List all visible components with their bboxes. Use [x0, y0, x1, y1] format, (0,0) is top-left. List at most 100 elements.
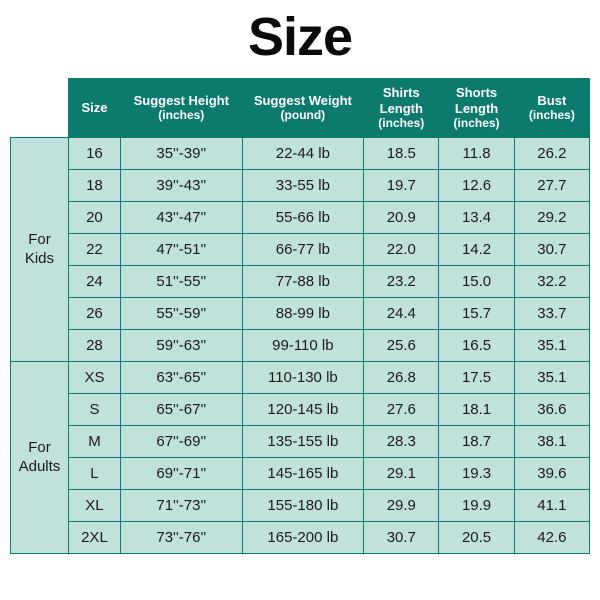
cell-shorts: 18.1 — [439, 393, 514, 425]
cell-weight: 88-99 lb — [242, 297, 364, 329]
cell-weight: 99-110 lb — [242, 329, 364, 361]
table-row: 2655''-59''88-99 lb24.415.733.7 — [11, 297, 590, 329]
cell-shirt: 27.6 — [364, 393, 439, 425]
cell-shirt: 29.9 — [364, 489, 439, 521]
cell-bust: 41.1 — [514, 489, 589, 521]
column-header: Size — [68, 79, 120, 138]
cell-weight: 135-155 lb — [242, 425, 364, 457]
table-row: M67''-69''135-155 lb28.318.738.1 — [11, 425, 590, 457]
column-header: Suggest Height(inches) — [121, 79, 243, 138]
cell-shorts: 15.0 — [439, 265, 514, 297]
cell-size: 16 — [68, 137, 120, 169]
cell-size: 22 — [68, 233, 120, 265]
cell-bust: 38.1 — [514, 425, 589, 457]
cell-shirt: 20.9 — [364, 201, 439, 233]
cell-weight: 77-88 lb — [242, 265, 364, 297]
cell-height: 65''-67'' — [121, 393, 243, 425]
cell-shorts: 11.8 — [439, 137, 514, 169]
cell-size: 2XL — [68, 521, 120, 553]
cell-size: 18 — [68, 169, 120, 201]
cell-shirt: 28.3 — [364, 425, 439, 457]
cell-shirt: 24.4 — [364, 297, 439, 329]
table-row: 1839''-43''33-55 lb19.712.627.7 — [11, 169, 590, 201]
page-title: Size — [10, 10, 590, 64]
cell-shirt: 26.8 — [364, 361, 439, 393]
cell-shorts: 15.7 — [439, 297, 514, 329]
cell-size: 26 — [68, 297, 120, 329]
cell-weight: 55-66 lb — [242, 201, 364, 233]
column-header-sub: (inches) — [366, 116, 436, 130]
cell-height: 73''-76'' — [121, 521, 243, 553]
cell-height: 63''-65'' — [121, 361, 243, 393]
cell-bust: 39.6 — [514, 457, 589, 489]
table-row: S65''-67''120-145 lb27.618.136.6 — [11, 393, 590, 425]
header-corner — [11, 79, 69, 138]
cell-shorts: 20.5 — [439, 521, 514, 553]
cell-size: 28 — [68, 329, 120, 361]
cell-height: 51''-55'' — [121, 265, 243, 297]
cell-bust: 29.2 — [514, 201, 589, 233]
cell-weight: 120-145 lb — [242, 393, 364, 425]
cell-shirt: 18.5 — [364, 137, 439, 169]
cell-shorts: 19.3 — [439, 457, 514, 489]
table-row: ForAdultsXS63''-65''110-130 lb26.817.535… — [11, 361, 590, 393]
cell-shirt: 23.2 — [364, 265, 439, 297]
cell-weight: 22-44 lb — [242, 137, 364, 169]
cell-bust: 27.7 — [514, 169, 589, 201]
category-label-line1: For — [13, 438, 66, 458]
table-row: 2451''-55''77-88 lb23.215.032.2 — [11, 265, 590, 297]
cell-size: L — [68, 457, 120, 489]
cell-shirt: 22.0 — [364, 233, 439, 265]
cell-bust: 26.2 — [514, 137, 589, 169]
column-header-sub: (pound) — [245, 108, 362, 122]
cell-height: 39''-43'' — [121, 169, 243, 201]
category-cell: ForAdults — [11, 361, 69, 553]
cell-shorts: 13.4 — [439, 201, 514, 233]
cell-height: 35''-39'' — [121, 137, 243, 169]
cell-weight: 110-130 lb — [242, 361, 364, 393]
column-header: Suggest Weight(pound) — [242, 79, 364, 138]
cell-weight: 155-180 lb — [242, 489, 364, 521]
cell-weight: 145-165 lb — [242, 457, 364, 489]
column-header-label: Bust — [537, 93, 566, 108]
table-row: ForKids1635''-39''22-44 lb18.511.826.2 — [11, 137, 590, 169]
table-row: L69''-71''145-165 lb29.119.339.6 — [11, 457, 590, 489]
cell-size: 24 — [68, 265, 120, 297]
cell-shorts: 17.5 — [439, 361, 514, 393]
column-header: Shirts Length(inches) — [364, 79, 439, 138]
cell-shorts: 19.9 — [439, 489, 514, 521]
cell-shorts: 14.2 — [439, 233, 514, 265]
cell-size: 20 — [68, 201, 120, 233]
cell-height: 67''-69'' — [121, 425, 243, 457]
cell-shirt: 25.6 — [364, 329, 439, 361]
cell-height: 47''-51'' — [121, 233, 243, 265]
cell-bust: 33.7 — [514, 297, 589, 329]
table-row: 2XL73''-76''165-200 lb30.720.542.6 — [11, 521, 590, 553]
cell-size: M — [68, 425, 120, 457]
category-cell: ForKids — [11, 137, 69, 361]
cell-height: 55''-59'' — [121, 297, 243, 329]
cell-bust: 35.1 — [514, 361, 589, 393]
column-header-sub: (inches) — [517, 108, 587, 122]
column-header-sub: (inches) — [441, 116, 511, 130]
table-row: 2043''-47''55-66 lb20.913.429.2 — [11, 201, 590, 233]
cell-bust: 35.1 — [514, 329, 589, 361]
cell-shorts: 16.5 — [439, 329, 514, 361]
cell-bust: 30.7 — [514, 233, 589, 265]
column-header: Bust(inches) — [514, 79, 589, 138]
cell-shirt: 19.7 — [364, 169, 439, 201]
column-header-label: Shirts Length — [380, 85, 423, 116]
cell-weight: 165-200 lb — [242, 521, 364, 553]
cell-height: 69''-71'' — [121, 457, 243, 489]
category-label-line2: Kids — [13, 249, 66, 269]
table-row: 2247''-51''66-77 lb22.014.230.7 — [11, 233, 590, 265]
cell-height: 43''-47'' — [121, 201, 243, 233]
cell-bust: 42.6 — [514, 521, 589, 553]
cell-weight: 66-77 lb — [242, 233, 364, 265]
cell-shirt: 29.1 — [364, 457, 439, 489]
column-header-label: Size — [81, 100, 107, 115]
cell-weight: 33-55 lb — [242, 169, 364, 201]
category-label-line1: For — [13, 230, 66, 250]
table-row: XL71''-73''155-180 lb29.919.941.1 — [11, 489, 590, 521]
size-table: Size Suggest Height(inches)Suggest Weight… — [10, 78, 590, 554]
